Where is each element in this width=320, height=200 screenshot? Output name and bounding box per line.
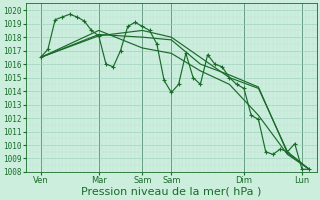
X-axis label: Pression niveau de la mer( hPa ): Pression niveau de la mer( hPa ) [81,187,261,197]
